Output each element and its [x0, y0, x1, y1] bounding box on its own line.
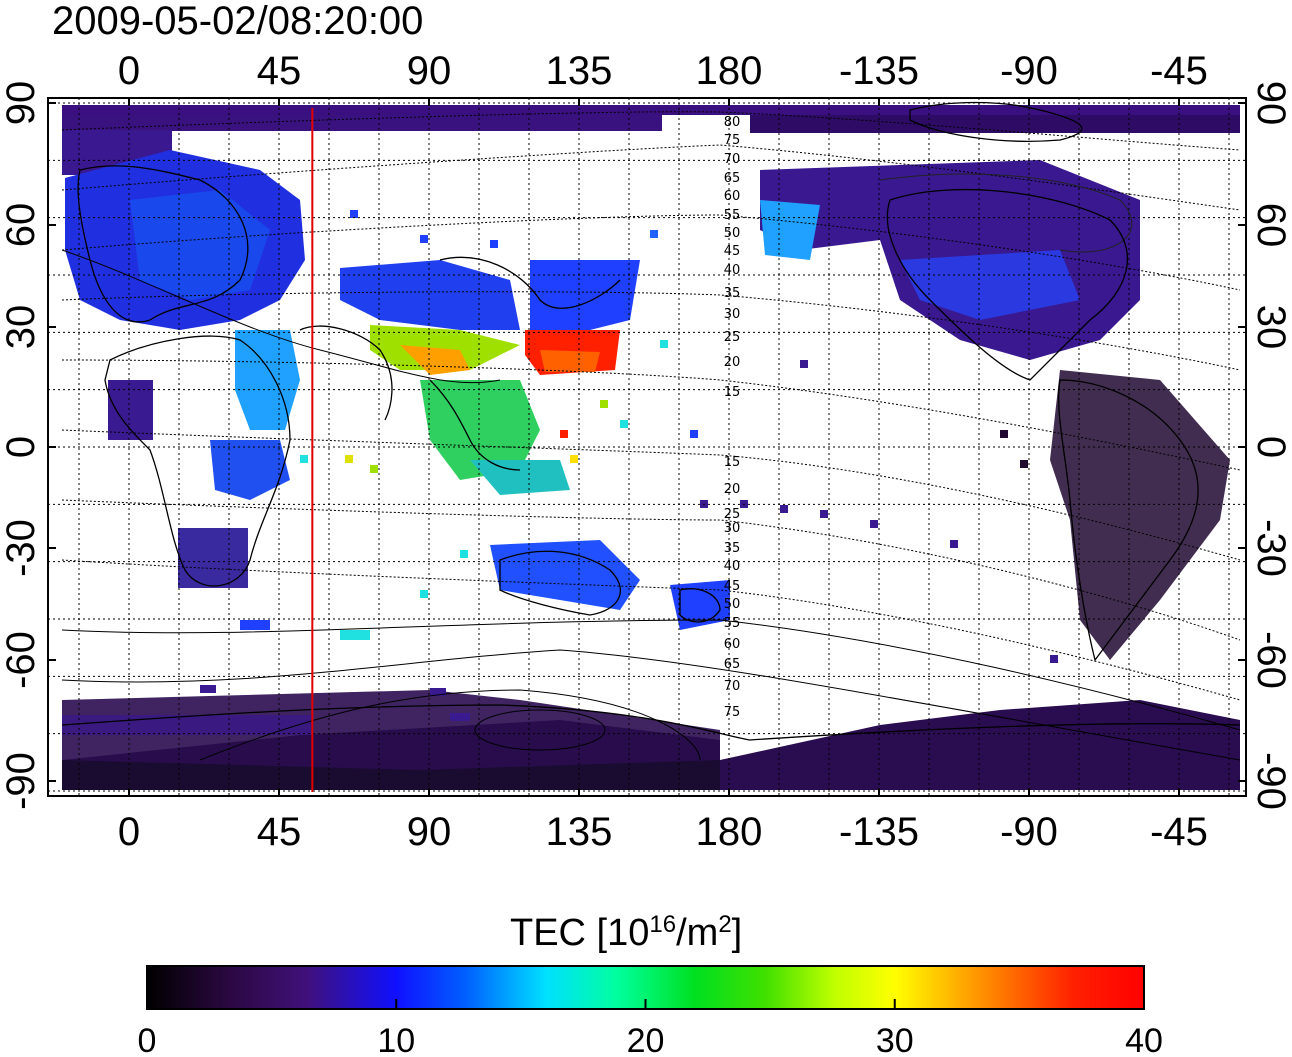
x-tick-label: 0	[118, 49, 140, 93]
x-tick-label: 135	[546, 810, 613, 854]
contour-label: 60	[724, 637, 741, 652]
x-tick-label: -90	[1000, 49, 1058, 93]
contour-label: 40	[724, 263, 741, 278]
colorbar-tick-label: 0	[138, 1022, 157, 1057]
contour-label: 50	[724, 226, 741, 241]
y-tick-label: 60	[1249, 203, 1292, 248]
colorbar: TEC [1016/m2] 0 10 20 30 40	[138, 911, 1163, 1057]
y-axis-left: 90 60 30 0 -30 -60 -90	[0, 81, 56, 810]
contour-label: 35	[724, 286, 741, 301]
x-tick-label: 180	[696, 49, 763, 93]
y-tick-label: 0	[1249, 436, 1292, 458]
contour-label: 45	[724, 579, 741, 594]
contour-label: 40	[724, 559, 741, 574]
x-tick-label: -45	[1150, 49, 1208, 93]
x-tick-label: -45	[1150, 810, 1208, 854]
y-tick-label: 90	[0, 81, 43, 126]
y-tick-label: -90	[1249, 752, 1292, 810]
x-tick-label: 45	[257, 49, 302, 93]
contour-label: 70	[724, 152, 741, 167]
y-tick-label: -60	[1249, 631, 1292, 689]
tec-data-layer	[62, 105, 1240, 790]
contour-label: 50	[724, 597, 741, 612]
colorbar-tick-label: 40	[1125, 1022, 1163, 1057]
x-tick-label: -135	[839, 810, 919, 854]
y-tick-label: -60	[0, 631, 43, 689]
coastlines	[61, 101, 1241, 741]
map-title: 2009-05-02/08:20:00	[52, 0, 423, 43]
colorbar-title: TEC [1016/m2]	[510, 911, 742, 955]
x-tick-label: 180	[696, 810, 763, 854]
x-axis-bottom: 0 45 90 135 180 -135 -90 -45	[118, 788, 1208, 854]
colorbar-ticks: 0 10 20 30 40	[138, 999, 1163, 1057]
colorbar-gradient	[146, 965, 1145, 1010]
x-tick-label: -135	[839, 49, 919, 93]
contour-label: 75	[724, 705, 741, 720]
contour-label: 65	[724, 657, 741, 672]
contour-label: 20	[724, 355, 741, 370]
contour-label: 15	[724, 385, 741, 400]
x-tick-label: 135	[546, 49, 613, 93]
contour-label: 55	[724, 616, 741, 631]
y-tick-label: -30	[1249, 519, 1292, 577]
contour-label: 25	[724, 507, 741, 522]
y-tick-label: -30	[0, 519, 43, 577]
contour-label: 80	[724, 115, 741, 130]
contour-label: 30	[724, 521, 741, 536]
y-tick-label: 60	[0, 203, 43, 248]
contour-label: 30	[724, 307, 741, 322]
contour-label: 60	[724, 189, 741, 204]
y-tick-label: -90	[0, 752, 43, 810]
y-tick-label: 0	[0, 436, 43, 458]
y-axis-right: 90 60 30 0 -30 -60 -90	[1238, 81, 1292, 810]
contour-label: 25	[724, 330, 741, 345]
contour-label: 75	[724, 133, 741, 148]
contour-label: 20	[724, 482, 741, 497]
x-tick-label: 0	[118, 810, 140, 854]
colorbar-tick-label: 20	[627, 1022, 665, 1057]
x-tick-label: 45	[257, 810, 302, 854]
y-tick-label: 30	[1249, 305, 1292, 350]
contour-label: 35	[724, 541, 741, 556]
x-tick-label: 90	[407, 810, 452, 854]
contour-label: 70	[724, 679, 741, 694]
y-tick-label: 30	[0, 305, 43, 350]
contour-label: 65	[724, 171, 741, 186]
colorbar-tick-label: 10	[377, 1022, 415, 1057]
contour-labels-north: 80 75 70 65 60 55 50 45 40 35 30 25 20 15	[724, 115, 741, 400]
y-tick-label: 90	[1249, 81, 1292, 126]
colorbar-tick-label: 30	[876, 1022, 914, 1057]
magnetic-latitude-contours	[61, 111, 1241, 761]
contour-label: 55	[724, 208, 741, 223]
contour-label: 15	[724, 455, 741, 470]
x-tick-label: -90	[1000, 810, 1058, 854]
x-axis-top: 0 45 90 135 180 -135 -90 -45	[118, 49, 1208, 106]
map-gridlines	[48, 98, 1246, 796]
x-tick-label: 90	[407, 49, 452, 93]
contour-label: 45	[724, 244, 741, 259]
